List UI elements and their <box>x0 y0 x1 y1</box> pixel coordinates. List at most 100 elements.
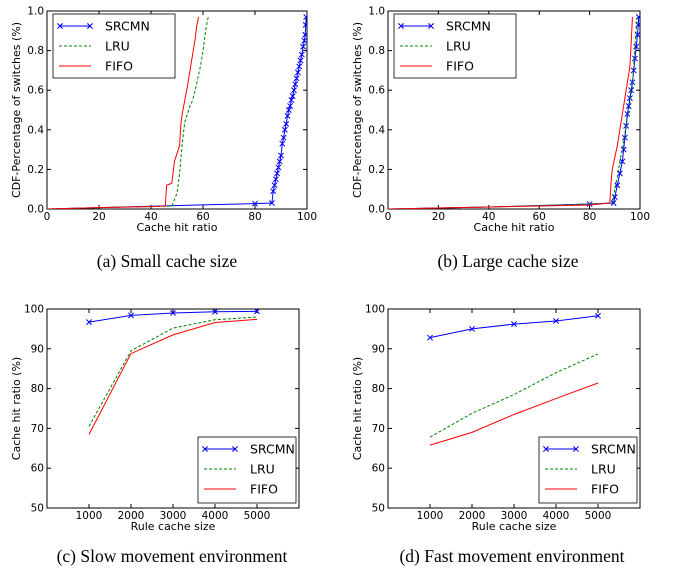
y-tick-label: 70 <box>31 423 44 435</box>
data-point <box>276 158 283 165</box>
y-tick-label: 0.4 <box>368 124 385 136</box>
y-tick-label: 80 <box>372 383 385 395</box>
data-point <box>297 57 304 64</box>
data-point <box>272 176 279 183</box>
legend-label-fifo: FIFO <box>105 59 133 74</box>
legend-marker <box>202 446 208 452</box>
legend-label-lru: LRU <box>105 39 130 54</box>
data-point <box>619 158 626 165</box>
x-tick-label: 60 <box>196 211 209 223</box>
series-line-fifo <box>88 318 258 435</box>
data-point <box>270 188 277 195</box>
x-tick-label: 20 <box>432 211 445 223</box>
y-tick-label: 100 <box>24 304 44 316</box>
plot-frame <box>387 10 641 210</box>
data-point <box>621 134 628 141</box>
x-axis-label: Rule cache size <box>131 520 216 533</box>
data-point <box>285 107 292 113</box>
data-point <box>630 67 637 74</box>
legend-label-lru: LRU <box>591 462 616 477</box>
x-tick-label: 5000 <box>585 510 612 522</box>
y-tick-label: 100 <box>365 304 385 316</box>
legend-label-srcmn: SRCMN <box>591 442 636 457</box>
x-tick-label: 20 <box>92 211 105 223</box>
y-tick-label: 0.2 <box>368 164 385 176</box>
data-point <box>268 200 275 207</box>
legend-box <box>52 13 176 79</box>
legend-label-srcmn: SRCMN <box>446 19 491 34</box>
legend: SRCMN LRU FIFO <box>197 436 297 504</box>
x-tick-label: 3000 <box>501 510 528 522</box>
y-axis-label: Cache hit ratio (%) <box>351 357 364 460</box>
series-srcmn <box>427 312 601 341</box>
chart-d: 1000 2000 3000 4000 5000 50 60 70 80 90 100 Rule ca… <box>351 304 641 566</box>
x-tick-label: 1000 <box>76 510 103 522</box>
data-point <box>252 200 258 207</box>
series-line-fifo <box>47 16 200 209</box>
data-point <box>278 152 284 159</box>
series-line-lru <box>429 353 599 438</box>
y-tick-label: 90 <box>31 343 44 355</box>
legend-marker <box>87 23 93 29</box>
y-tick-label: 0.8 <box>368 45 385 57</box>
x-axis-label: Rule cache size <box>472 520 557 533</box>
data-point <box>511 321 517 328</box>
y-tick-label: 1.0 <box>368 6 385 18</box>
y-tick-label: 0.6 <box>27 85 44 97</box>
chart-caption: (a) Small cache size <box>97 251 238 271</box>
series-line-lru <box>88 316 258 427</box>
data-point <box>281 126 288 133</box>
series-line-srcmn <box>47 16 307 209</box>
y-tick-label: 50 <box>372 503 385 515</box>
data-point <box>303 13 307 20</box>
data-point <box>296 63 303 70</box>
legend: SRCMN LRU FIFO <box>52 13 176 79</box>
series-fifo <box>388 16 633 209</box>
y-tick-label: 0.6 <box>368 85 385 97</box>
data-point <box>610 200 617 207</box>
series-lru <box>88 316 258 427</box>
x-axis-label: Cache hit ratio <box>474 221 555 234</box>
legend: SRCMN LRU FIFO <box>393 13 517 79</box>
data-point <box>284 112 291 119</box>
data-point <box>624 111 631 117</box>
y-tick-label: 60 <box>372 463 385 475</box>
x-tick-label: 80 <box>248 211 261 223</box>
chart-caption: (c) Slow movement environment <box>57 546 288 566</box>
x-tick-label: 60 <box>533 211 546 223</box>
x-tick-label: 5000 <box>244 510 271 522</box>
legend-label-fifo: FIFO <box>591 482 619 497</box>
x-tick-label: 2000 <box>118 510 145 522</box>
y-tick-label: 70 <box>372 423 385 435</box>
data-point <box>275 164 282 171</box>
legend-label-lru: LRU <box>250 462 275 477</box>
y-tick-label: 0.0 <box>368 204 385 216</box>
y-tick-label: 50 <box>31 503 44 515</box>
legend-marker <box>428 23 434 29</box>
y-axis-label: CDF-Percentage of switches (%) <box>10 22 23 198</box>
series-line-fifo <box>429 382 599 446</box>
legend-label-fifo: FIFO <box>446 59 474 74</box>
series-line-srcmn <box>388 16 640 209</box>
y-tick-label: 1.0 <box>27 6 44 18</box>
x-tick-label: 0 <box>44 211 51 223</box>
series-fifo <box>47 16 200 209</box>
data-point <box>289 93 296 100</box>
data-point <box>302 31 307 38</box>
x-tick-label: 4000 <box>543 510 570 522</box>
data-point <box>292 81 299 88</box>
chart-c: 1000 2000 3000 4000 5000 50 60 70 80 90 100 Rule ca… <box>10 304 300 566</box>
legend-marker <box>398 23 404 29</box>
data-point <box>626 95 633 102</box>
y-tick-label: 0.4 <box>27 124 44 136</box>
plot-frame <box>46 10 308 210</box>
y-tick-label: 0.2 <box>27 164 44 176</box>
chart-caption: (b) Large cache size <box>437 251 578 271</box>
chart-b: 0 20 40 60 80 100 0.0 0.2 0.4 0.6 0.8 1.0 Cache hit … <box>351 6 650 272</box>
y-axis-label: Cache hit ratio (%) <box>10 357 23 460</box>
series-lru <box>429 353 599 438</box>
legend-box <box>197 436 297 504</box>
data-point <box>625 103 632 109</box>
legend-marker <box>57 23 63 29</box>
